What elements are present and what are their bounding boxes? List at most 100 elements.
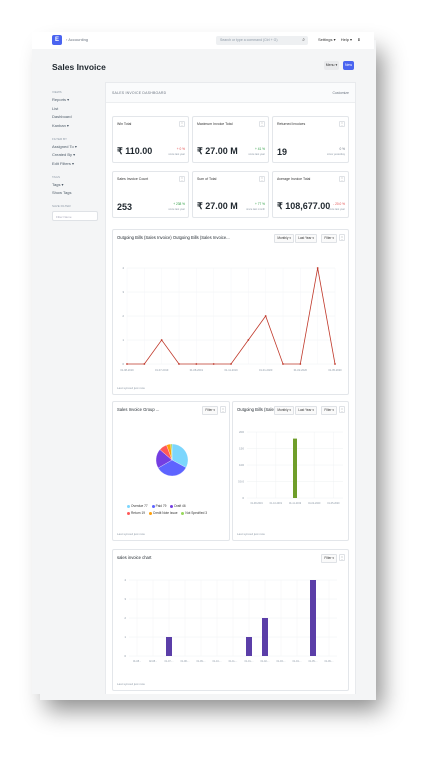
legend-label: Not Specified 3 — [185, 511, 208, 515]
pie-slice — [171, 443, 189, 468]
filter-name-input[interactable]: Filter Name — [52, 211, 98, 221]
number-card: Win Total ⋮ + 0 % since last year ₹ 110.… — [112, 116, 189, 163]
legend-label: Return 19 — [131, 511, 145, 515]
sidebar: Views Reports ▾ List Dashboard Kanban ▾ … — [52, 90, 102, 221]
menu-button[interactable]: Menu ▾ — [324, 61, 339, 70]
last-year-dropdown[interactable]: Last Year ▾ — [295, 406, 317, 415]
x-tick-label: 01-11-... — [229, 660, 238, 663]
number-card: Average Invoice Total ⋮ - 20.0 % since l… — [272, 171, 349, 218]
card-delta: + 41 % — [254, 147, 265, 151]
legend-label: Credit Note Issue — [152, 511, 178, 515]
legend-swatch — [148, 511, 152, 515]
chart-title: Outgoing Bills (Sale... — [237, 407, 278, 412]
navbar-links: Settings ▾ Help ▾ ⬇ — [318, 37, 365, 42]
x-tick-label: 01-07-2019 — [155, 368, 169, 372]
legend-item: Paid 79 — [151, 504, 166, 508]
y-tick-label: 3 — [122, 290, 124, 294]
card-delta: + 0 % — [176, 147, 185, 151]
dashboard-panel: SALES INVOICE DASHBOARD Customize Win To… — [105, 82, 356, 694]
search-icon: ⌕ — [302, 37, 305, 43]
card-title: Sales Invoice Count — [117, 177, 149, 181]
settings-menu[interactable]: Settings ▾ — [318, 37, 336, 42]
pie-legend: Return 19 Credit Note Issue Not Specifie… — [127, 511, 210, 515]
card-menu-icon[interactable]: ⋮ — [259, 176, 265, 182]
filter-dropdown[interactable]: Filter ▾ — [202, 406, 218, 415]
pie-slice — [170, 443, 173, 461]
chart-menu-icon[interactable]: ⋮ — [339, 234, 345, 241]
filter-dropdown[interactable]: Filter ▾ — [321, 406, 337, 415]
y-tick-label: 200 — [239, 430, 244, 434]
card-value: 253 — [117, 202, 133, 212]
sidebar-section-tags: Tags — [52, 174, 60, 179]
sidebar-section-filter: Filter By — [52, 136, 67, 141]
sidebar-item-edit-filters[interactable]: Edit Filters ▾ — [52, 160, 75, 166]
x-tick-label: 01-01-... — [245, 660, 254, 663]
sidebar-item-kanban[interactable]: Kanban ▾ — [52, 122, 69, 128]
card-menu-icon[interactable]: ⋮ — [259, 121, 265, 127]
sidebar-item-created-by[interactable]: Created By ▾ — [52, 152, 76, 157]
line-chart: 0 1 2 3 4 01-08-2019 01-07-2019 01-08-2019 01-11… — [120, 266, 342, 372]
x-tick-label: 01-05-2020 — [328, 368, 342, 372]
sidebar-item-tags[interactable]: Tags ▾ — [52, 181, 64, 187]
help-menu[interactable]: Help ▾ — [340, 37, 353, 42]
chart-menu-icon[interactable]: ⋮ — [220, 406, 226, 413]
x-tick-label: 01-02-2020 — [308, 502, 321, 505]
card-value: ₹ 110.00 — [117, 146, 153, 156]
sidebar-item-reports[interactable]: Reports ▾ — [52, 97, 70, 102]
x-tick-label: 01-04-... — [293, 660, 302, 663]
sidebar-item-list[interactable]: List — [52, 105, 59, 111]
legend-swatch — [127, 504, 130, 508]
number-card: Sales Invoice Count ⋮ + 238 % since last… — [112, 171, 189, 218]
data-point — [264, 315, 267, 317]
sidebar-item-assigned-to[interactable]: Assigned To ▾ — [52, 143, 77, 149]
card-value: 19 — [277, 147, 288, 157]
legend-item: Credit Note Issue — [148, 511, 178, 515]
download-icon[interactable]: ⬇ — [357, 37, 361, 42]
chart-title: sales invoice chart — [117, 555, 152, 560]
filter-dropdown[interactable]: Filter ▾ — [321, 554, 337, 563]
card-title: Average Invoice Total — [277, 177, 311, 181]
new-button[interactable]: New — [343, 61, 354, 70]
card-menu-icon[interactable]: ⋮ — [179, 176, 185, 182]
breadcrumb[interactable]: › Accounting — [66, 37, 89, 42]
y-tick-label: 0 — [122, 362, 124, 366]
data-point — [247, 339, 250, 341]
monthly-dropdown[interactable]: Monthly ▾ — [274, 234, 294, 243]
x-tick-label: 01-08-... — [181, 660, 190, 663]
monthly-dropdown[interactable]: Monthly ▾ — [274, 406, 294, 415]
data-point — [230, 363, 232, 365]
search-placeholder: Search or type a command (Ctrl + G) — [220, 38, 278, 42]
x-tick-label: 01-11-2019 — [289, 502, 302, 505]
card-since: since yesterday — [326, 153, 345, 156]
data-point — [212, 363, 215, 365]
chart-menu-icon[interactable]: ⋮ — [339, 554, 345, 561]
x-tick-label: 01-08-2019 — [120, 368, 134, 372]
app-window: E › Accounting Search or type a command … — [32, 32, 374, 694]
card-menu-icon[interactable]: ⋮ — [339, 121, 345, 127]
app-logo[interactable]: E — [52, 35, 62, 45]
x-tick-label: 01-09-... — [197, 660, 206, 663]
last-year-dropdown[interactable]: Last Year ▾ — [295, 234, 317, 243]
data-point — [316, 267, 319, 269]
dashboard-header: SALES INVOICE DASHBOARD Customize — [106, 83, 355, 103]
card-menu-icon[interactable]: ⋮ — [179, 121, 185, 127]
card-value: ₹ 27.00 M — [197, 201, 238, 211]
bar-chart: 0 50.0 100 150 200 01-08-2019 01-10-2019 01-11-… — [238, 430, 343, 505]
x-tick-label: 01-07-... — [165, 660, 174, 663]
customize-link[interactable]: Customize — [332, 91, 349, 95]
chart-menu-icon[interactable]: ⋮ — [339, 406, 345, 413]
legend-swatch — [181, 511, 185, 515]
legend-label: Overdue 77 — [131, 504, 148, 508]
card-menu-icon[interactable]: ⋮ — [339, 176, 345, 182]
sidebar-item-show-tags[interactable]: Show Tags — [52, 190, 72, 195]
search-input[interactable]: Search or type a command (Ctrl + G) ⌕ — [216, 36, 308, 45]
sidebar-item-dashboard[interactable]: Dashboard — [52, 114, 72, 119]
card-title: Maximum Invoice Total — [197, 122, 233, 126]
legend-swatch — [151, 504, 155, 508]
data-point — [143, 363, 146, 365]
filter-dropdown[interactable]: Filter ▾ — [321, 234, 337, 243]
y-tick-label: 2 — [122, 314, 124, 318]
x-tick-label: 01-10-... — [213, 660, 222, 663]
y-tick-label: 100 — [239, 463, 244, 467]
y-tick-label: 2 — [124, 616, 126, 620]
